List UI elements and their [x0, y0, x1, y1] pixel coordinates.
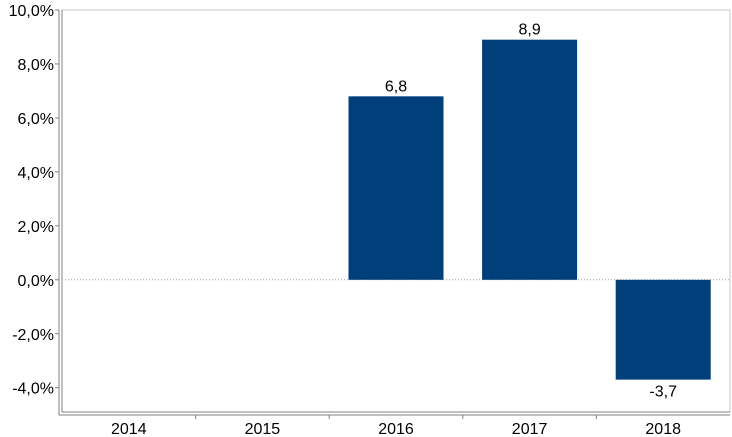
bars-layer [348, 39, 711, 380]
y-tick-label: 6,0% [18, 111, 54, 128]
y-tick-label: -2,0% [12, 327, 54, 344]
x-tick-label: 2015 [245, 421, 281, 437]
y-axis-ticks: -4,0% -2,0% 0,0% 2,0% 4,0% 6,0% 8,0% 10,0% [9, 3, 59, 398]
y-tick-label: 4,0% [18, 165, 54, 182]
x-tick-label: 2017 [512, 421, 548, 437]
bar-2016 [348, 96, 444, 280]
y-tick-label: 2,0% [18, 219, 54, 236]
data-label-2018: -3,7 [649, 384, 677, 401]
x-tick-label: 2016 [378, 421, 414, 437]
y-tick-label: 10,0% [9, 3, 54, 20]
y-tick-label: -4,0% [12, 381, 54, 398]
x-tick-label: 2018 [645, 421, 681, 437]
x-axis-ticks: 2014 2015 2016 2017 2018 [111, 415, 681, 437]
plot-frame [58, 9, 731, 416]
y-tick-label: 0,0% [18, 273, 54, 290]
data-labels: 6,8 8,9 -3,7 [385, 22, 677, 401]
bar-2018 [615, 279, 711, 380]
data-label-2017: 8,9 [518, 22, 540, 39]
y-tick-label: 8,0% [18, 57, 54, 74]
bar-2017 [482, 39, 578, 280]
x-tick-label: 2014 [111, 421, 147, 437]
data-label-2016: 6,8 [385, 78, 407, 95]
